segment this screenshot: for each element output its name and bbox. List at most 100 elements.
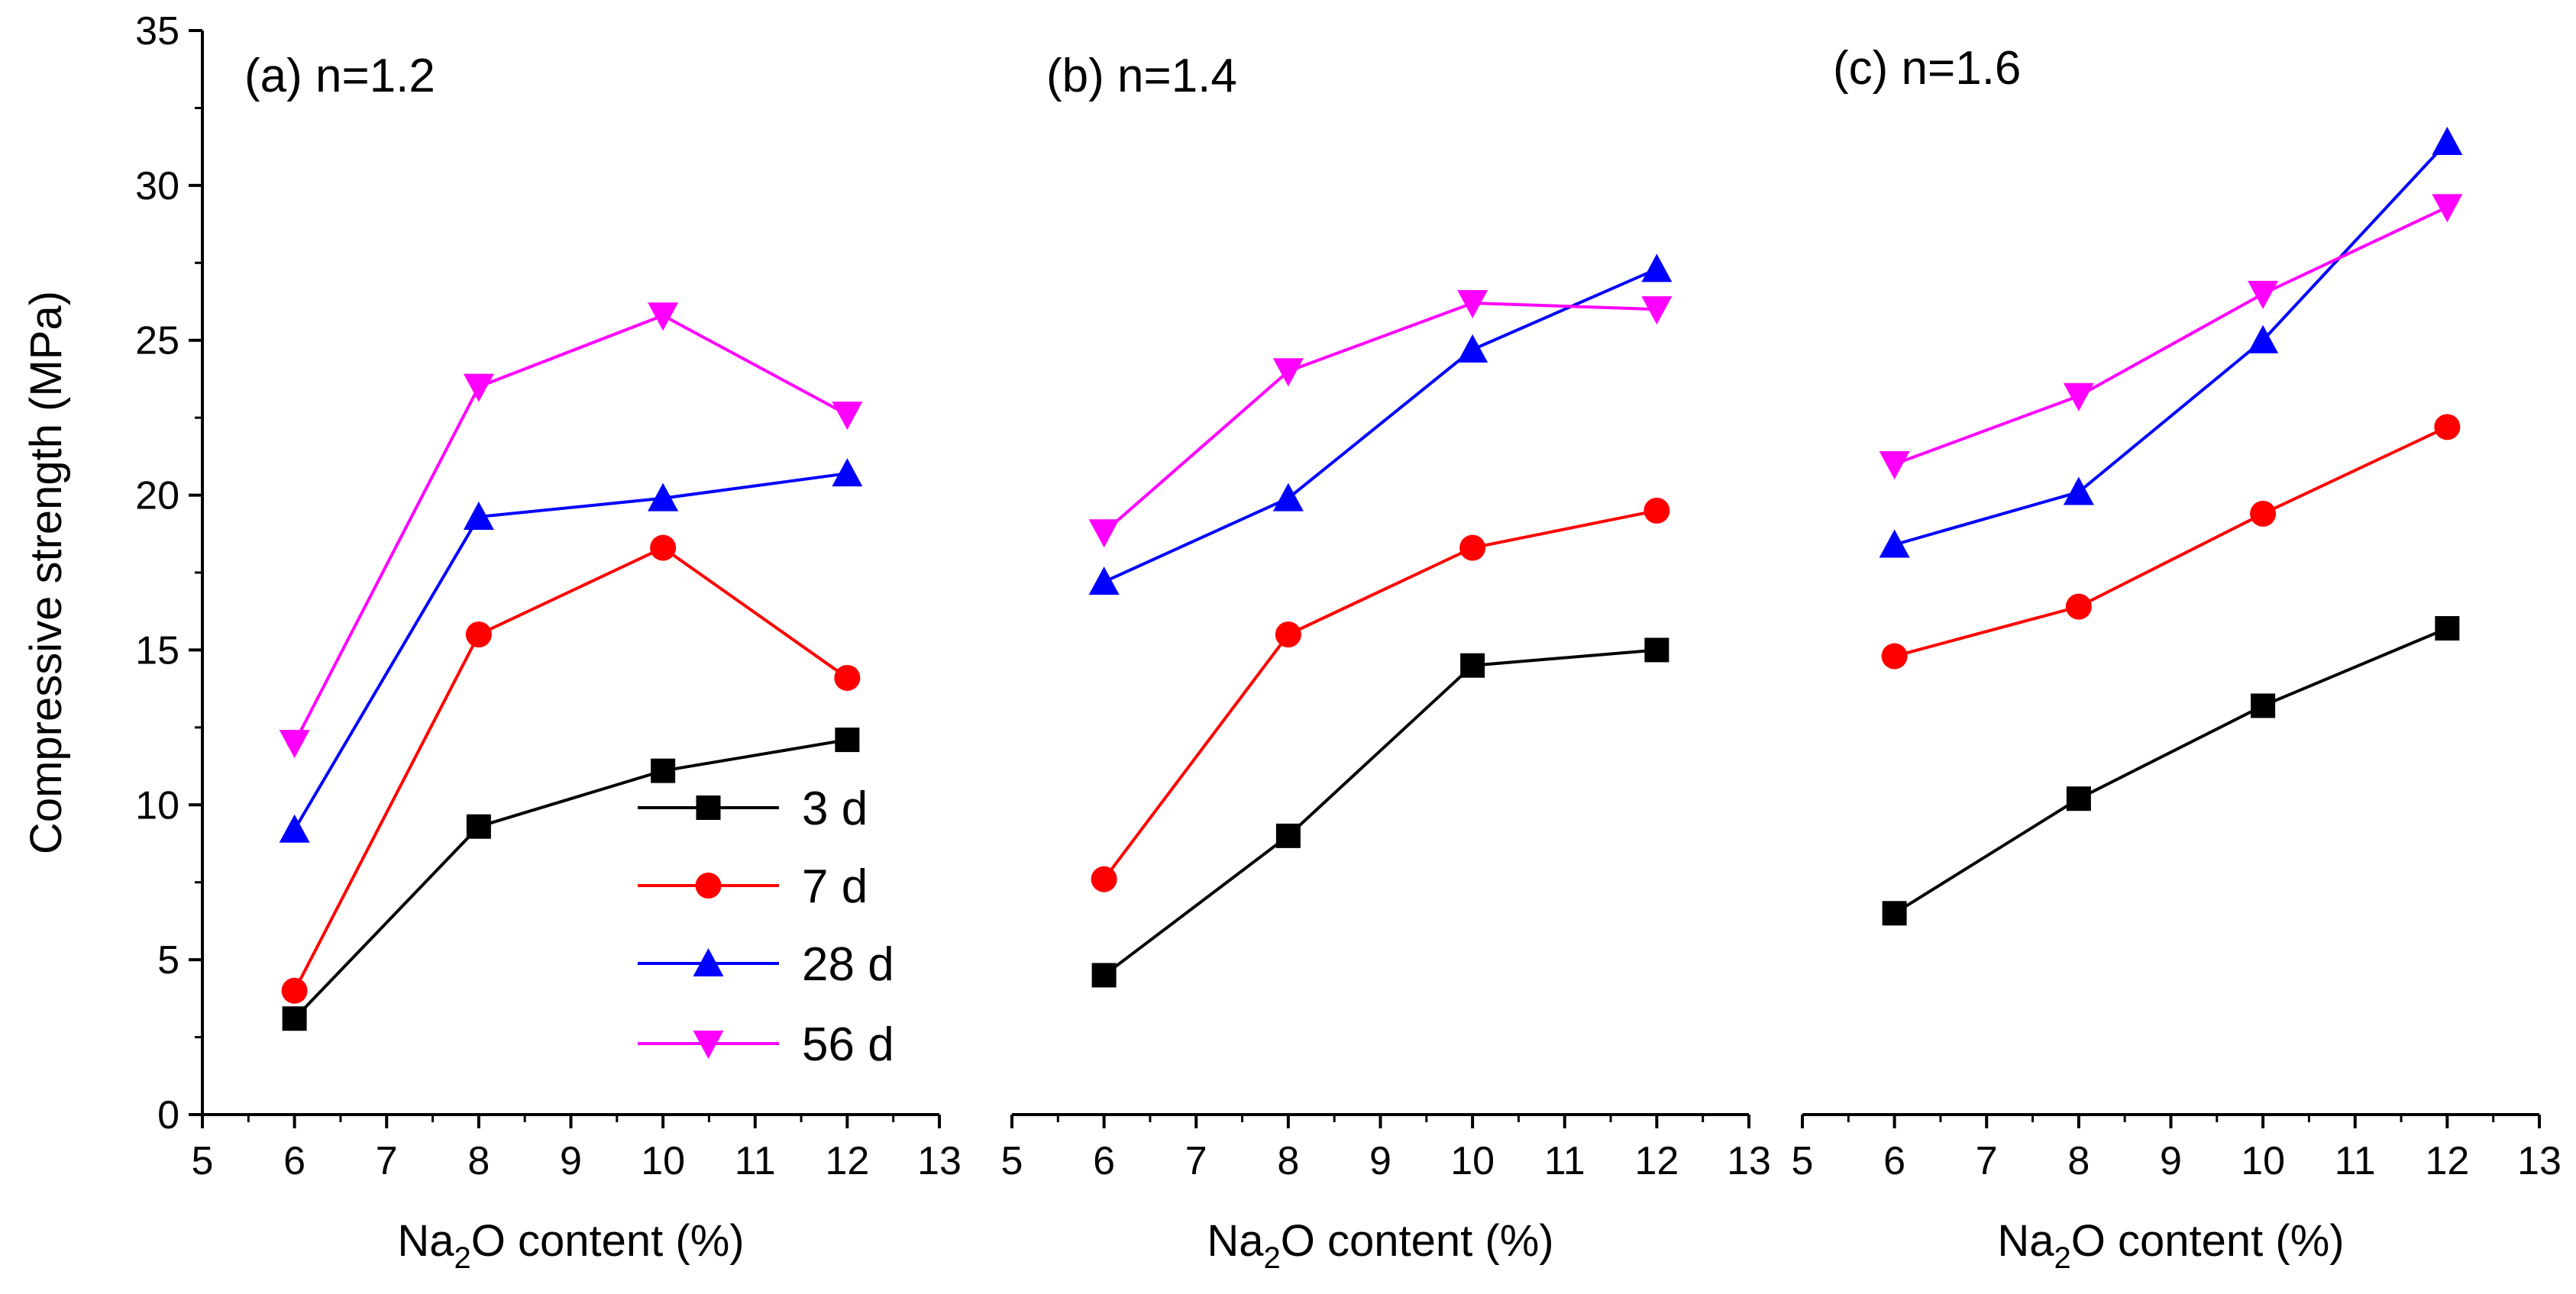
data-point [281, 977, 308, 1004]
data-point [2435, 616, 2460, 641]
data-point [1459, 534, 1486, 561]
data-point [832, 458, 863, 487]
series-line [293, 472, 848, 831]
legend: 3 d 7 d 28 d 56 d [638, 783, 894, 1071]
data-point [2065, 593, 2092, 620]
series-28d [1088, 253, 1673, 595]
x-axis-title-main: Na [1207, 1216, 1264, 1266]
data-point [2250, 500, 2277, 527]
series-line [1103, 302, 1657, 534]
y-tick-label: 10 [135, 783, 179, 828]
x-tick-label: 11 [735, 1139, 776, 1183]
legend-swatch-marker [693, 1031, 724, 1059]
x-axis-title-main: Na [1997, 1216, 2054, 1266]
x-axis-title-tail: O content (%) [2071, 1216, 2345, 1266]
data-point [648, 302, 679, 331]
data-point [2063, 382, 2094, 411]
y-tick-label: 35 [135, 9, 179, 53]
x-tick-label: 9 [2160, 1139, 2182, 1183]
series-56d [1879, 194, 2463, 479]
x-tick-label: 6 [1883, 1139, 1905, 1183]
x-tick-label: 12 [2425, 1139, 2469, 1183]
x-tick-label: 10 [641, 1139, 685, 1183]
data-point [1641, 253, 1673, 282]
series-28d [1879, 127, 2463, 558]
series-56d [1088, 290, 1673, 548]
series-line [1103, 267, 1658, 583]
x-axis-title-main: Na [397, 1216, 454, 1266]
series-7d [1091, 497, 1670, 892]
data-point [2248, 324, 2279, 353]
data-point [1641, 296, 1673, 325]
legend-label: 7 d [802, 860, 868, 913]
x-axis-title-tail: O content (%) [471, 1216, 745, 1266]
data-point [279, 814, 310, 843]
series-line [1893, 205, 2448, 466]
y-tick-label: 25 [135, 319, 179, 363]
panel-title: (a) n=1.2 [244, 50, 435, 102]
data-point [1091, 963, 1117, 988]
series-line [1103, 508, 1657, 880]
data-point [2432, 194, 2463, 223]
legend-label: 28 d [802, 938, 894, 991]
data-point [835, 728, 860, 753]
x-tick-label: 6 [283, 1139, 305, 1183]
x-tick-label: 10 [1450, 1139, 1495, 1183]
x-tick-label: 10 [2241, 1139, 2285, 1183]
panel-title: (c) n=1.6 [1833, 42, 2021, 95]
panel-title: (b) n=1.4 [1046, 50, 1237, 102]
data-point [2432, 127, 2463, 156]
x-tick-label: 6 [1093, 1139, 1115, 1183]
data-point [2066, 786, 2091, 812]
data-point [1272, 358, 1304, 387]
data-point [1881, 643, 1908, 670]
data-point [648, 482, 679, 511]
series-line [1894, 425, 2448, 658]
x-tick-label: 7 [1976, 1139, 1998, 1183]
legend-swatch-marker [693, 948, 724, 976]
data-point [1879, 451, 1910, 479]
x-tick-label: 12 [1634, 1139, 1679, 1183]
series-3d [1091, 637, 1669, 988]
x-tick-label: 13 [917, 1139, 962, 1183]
data-point [1644, 497, 1670, 524]
data-point [650, 534, 677, 561]
y-axis: 0 5 10 15 20 25 30 35 Compressive strength (MPa) [21, 9, 204, 1137]
panel-b: 5 6 7 8 9 10 11 12 13 Na2O content (%) (b) n=1.4 [1001, 50, 1771, 1275]
x-tick-label: 8 [2067, 1139, 2090, 1183]
y-tick-label: 20 [135, 474, 179, 518]
x-axis-title: Na2O content (%) [1997, 1216, 2344, 1275]
series-28d [279, 458, 863, 843]
x-tick-label: 13 [1727, 1139, 1771, 1183]
x-tick-label: 5 [1001, 1139, 1023, 1183]
series-56d [279, 302, 863, 759]
data-point [1457, 334, 1488, 363]
x-tick-label: 5 [1792, 1139, 1814, 1183]
legend-item: 28 d [638, 938, 894, 991]
y-tick-label: 5 [157, 938, 179, 983]
x-tick-label: 8 [1277, 1139, 1299, 1183]
legend-swatch-marker [695, 873, 722, 899]
data-point [1879, 529, 1910, 558]
y-axis-title: Compressive strength (MPa) [21, 291, 71, 854]
data-point [282, 1006, 307, 1031]
series-3d [282, 728, 860, 1031]
legend-item: 56 d [638, 1018, 894, 1071]
panel-c: 5 6 7 8 9 10 11 12 13 Na2O content (%) (c) n=1.6 [1792, 42, 2561, 1275]
data-point [465, 621, 492, 648]
x-axis-title-tail: O content (%) [1281, 1216, 1554, 1266]
x-tick-label: 9 [560, 1139, 582, 1183]
series-line [293, 314, 848, 744]
data-point [1457, 290, 1488, 319]
data-point [466, 814, 491, 839]
data-point [1275, 823, 1301, 848]
series-line [1894, 140, 2448, 547]
x-tick-label: 13 [2517, 1139, 2561, 1183]
series-line [293, 738, 848, 1020]
data-point [2434, 414, 2461, 440]
x-tick-label: 7 [1185, 1139, 1207, 1183]
x-tick-label: 12 [825, 1139, 869, 1183]
series-7d [1881, 414, 2461, 670]
